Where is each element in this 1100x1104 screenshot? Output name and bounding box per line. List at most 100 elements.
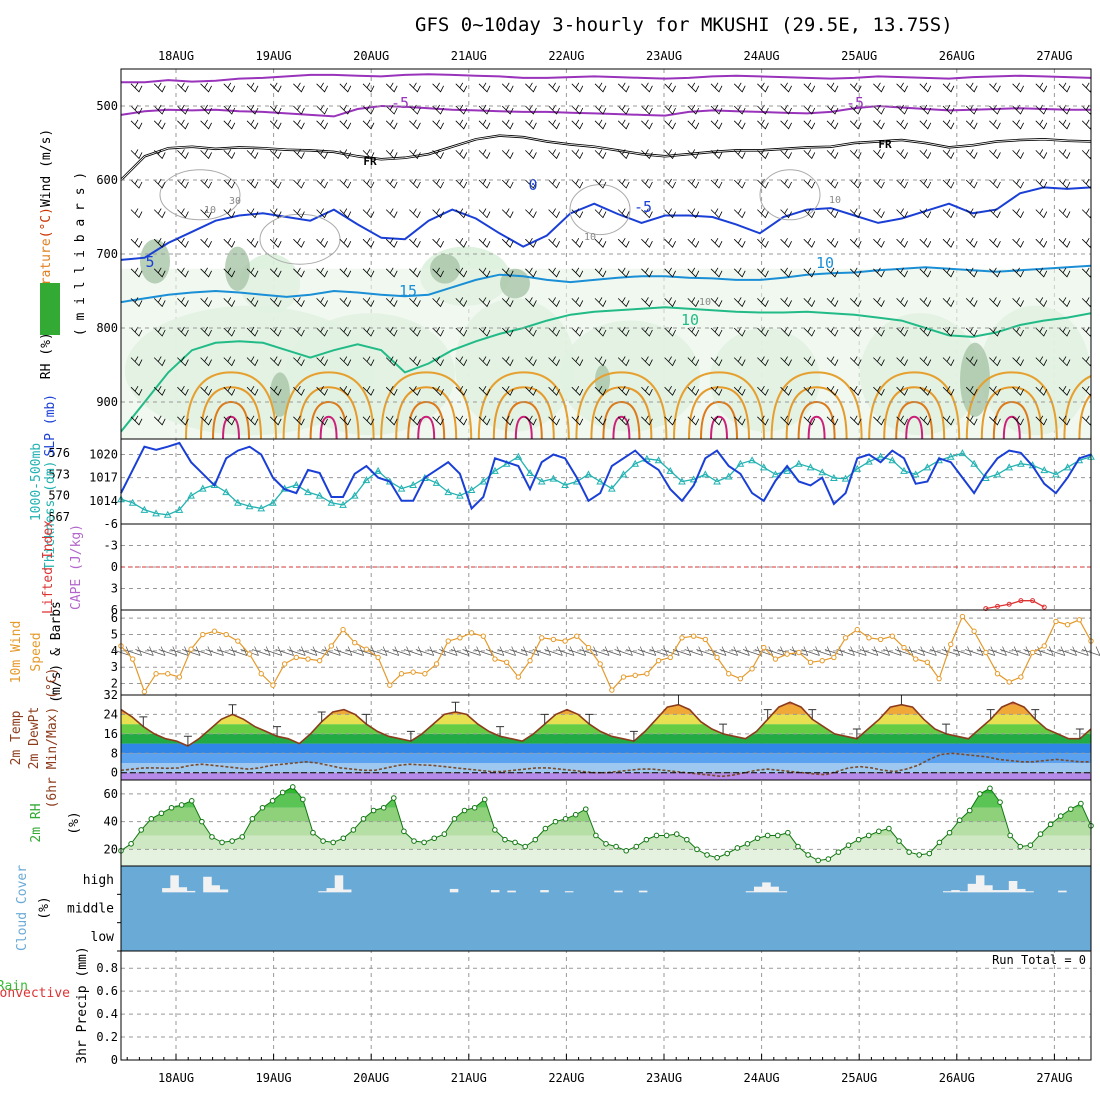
temp-tick-label: 16 (104, 727, 118, 741)
wind10m-marker (655, 657, 662, 664)
wind-barb (617, 415, 630, 426)
rh-marker (653, 832, 660, 839)
wind10m-marker (948, 641, 954, 648)
wind-barb (687, 208, 700, 219)
wind-barb (664, 237, 676, 248)
wind-barb (1081, 104, 1091, 115)
rh-shade-dark (960, 342, 990, 417)
thickness-marker (923, 463, 932, 471)
li-marker (995, 603, 1001, 609)
wind-barb (316, 356, 328, 367)
wind-barb (385, 415, 398, 426)
rh-marker (1067, 806, 1074, 812)
wind-barb (1081, 178, 1091, 189)
thickness-marker (257, 504, 266, 512)
thickness-marker (128, 498, 137, 506)
rh-marker (300, 796, 306, 803)
thickness-marker (315, 491, 324, 499)
thickness-marker (853, 464, 862, 472)
wind-barb (130, 237, 143, 248)
temp-minmax-whisker (451, 701, 460, 712)
wind-barb (200, 82, 212, 93)
temp-minmax-whisker (719, 723, 728, 734)
rh-marker (936, 839, 943, 846)
wind-barb (873, 326, 885, 337)
wind-barb (200, 208, 212, 219)
wind-barb (826, 267, 839, 278)
contour-label: -5 (391, 94, 409, 112)
wind-barb (780, 415, 792, 426)
wind-barb (896, 385, 908, 396)
wind-barb (989, 208, 1001, 219)
date-label-bottom: 23AUG (646, 1071, 682, 1085)
wind-barb (409, 356, 421, 367)
wind-barb (965, 149, 978, 160)
cloud-high-bar (203, 876, 212, 893)
wind-barb (269, 356, 282, 367)
wind10m-marker (1006, 679, 1012, 685)
pressure-tick-label: 500 (96, 99, 118, 113)
wind-barb (200, 237, 212, 248)
wind-barb (223, 119, 236, 130)
rh-marker (138, 827, 145, 833)
wind-barb (478, 297, 491, 308)
wind-barb (246, 82, 259, 93)
wind10m-marker (550, 636, 557, 643)
wind-barb (1081, 82, 1091, 93)
cloud-high-bar (219, 889, 229, 893)
wind-barb (664, 385, 676, 396)
surface-temp-contour (980, 386, 1043, 439)
rh-band (121, 793, 1091, 808)
wind10m-marker (281, 661, 288, 667)
wind-barb (455, 208, 468, 219)
rh-marker (1047, 821, 1054, 828)
contour-label: 10 (584, 232, 596, 243)
slp-tick-label: 1014 (89, 494, 118, 508)
rh-marker (1027, 842, 1034, 848)
cloud-high-bar (564, 891, 574, 893)
temp-band (121, 704, 1091, 715)
wind-barb (177, 326, 189, 337)
wind-barb (873, 415, 885, 426)
temp-minmax-whisker (942, 723, 951, 734)
wind-barb (293, 356, 305, 367)
wind-barb (733, 208, 746, 219)
wind-barb (965, 385, 978, 396)
wind-barb (223, 326, 236, 337)
temp-band (121, 714, 1091, 725)
wind-barb (641, 415, 653, 426)
wind-barb (641, 237, 653, 248)
wind-barb (617, 178, 630, 189)
date-labels: 18AUG 18AUG 19AUG 19AUG 20AUG 20AUG 21AUG 21AUG… (158, 49, 1073, 1085)
wind-barb (989, 237, 1001, 248)
wind-barb (803, 297, 816, 308)
wind-barb (710, 297, 723, 308)
wind-barb (687, 385, 700, 396)
wind-barb (246, 415, 259, 426)
wind-barb (1012, 208, 1024, 219)
wind-barb (316, 267, 328, 278)
panels: 18AUG 18AUG 19AUG 19AUG 20AUG 20AUG 21AUG 21AUG… (0, 49, 1100, 1085)
wind-barb (478, 178, 491, 189)
wind-barb (687, 149, 700, 160)
wind10m-marker (761, 644, 767, 651)
wind-barb (1012, 415, 1024, 426)
date-label-bottom: 19AUG (256, 1071, 292, 1085)
wind-barb (873, 149, 885, 160)
li-tick-label: -6 (104, 517, 118, 531)
surface-temp-contour (297, 386, 360, 439)
rh-marker (835, 849, 842, 855)
cloud-high-bar (638, 890, 648, 893)
thickness-marker (409, 480, 418, 489)
wind-barb (525, 297, 537, 308)
thickness-marker (666, 466, 675, 474)
wind-barb (1081, 119, 1091, 130)
wind-barb (362, 415, 375, 426)
slp-ylabel: 1000-500mbThickness (dm) SLP (mb) (29, 394, 58, 570)
wind-barb (664, 149, 676, 160)
wind-barb (803, 385, 816, 396)
rh-marker (411, 838, 417, 844)
wind-barb (455, 237, 468, 248)
cloud-high-bar (975, 875, 985, 893)
